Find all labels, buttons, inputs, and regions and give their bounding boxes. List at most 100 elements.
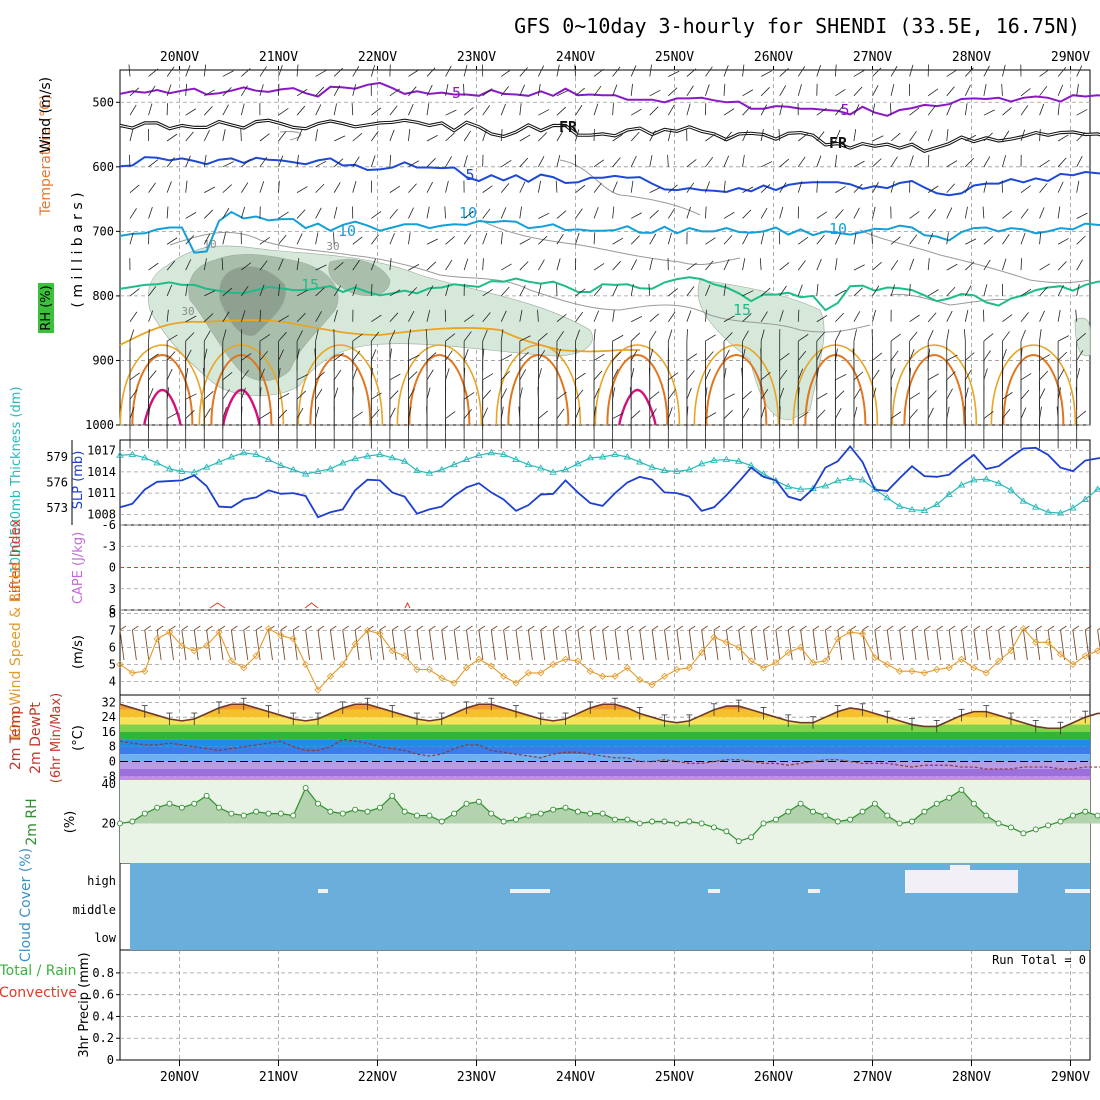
wind-barb <box>1076 235 1086 245</box>
rh-contour-4 <box>859 229 1091 284</box>
wind-barb <box>315 207 322 219</box>
wind-speed-point <box>747 657 755 665</box>
wind-barb <box>760 104 768 116</box>
surface-wind-barb <box>156 629 162 661</box>
wind-barb <box>723 131 733 142</box>
wind-barb <box>203 367 205 380</box>
wind-barb <box>240 128 242 142</box>
rh-point <box>129 818 136 825</box>
rh-point <box>488 810 495 817</box>
surface-wind-barb-flag <box>528 625 535 631</box>
wind-barb <box>983 236 994 245</box>
wind-barb <box>686 103 691 116</box>
wind-barb <box>593 103 599 116</box>
wind-barb <box>408 371 418 381</box>
rh-point <box>475 798 482 805</box>
wind-barb <box>779 406 781 419</box>
wind-barb <box>371 331 380 342</box>
wind-barb <box>1020 329 1026 342</box>
precip-tick-label: 0.4 <box>92 1009 114 1023</box>
wind-barb <box>389 373 401 381</box>
wind-barb <box>538 332 548 342</box>
date-label-bottom: 21NOV <box>259 1070 298 1085</box>
wind-barb <box>128 64 131 77</box>
wind-barb <box>760 232 765 245</box>
surface-wind-barb-flag <box>515 625 523 631</box>
wind-barb <box>463 392 475 400</box>
wind-barb <box>1057 181 1064 193</box>
wind-barb <box>296 330 303 342</box>
wind-barb <box>816 234 825 245</box>
warm-contour <box>594 344 681 426</box>
surface-wind-barb-flag <box>255 625 263 631</box>
wind-barb <box>463 155 468 167</box>
wind-barb <box>259 368 265 380</box>
surface-wind-barb-flag <box>194 625 201 631</box>
wind-barb <box>1020 129 1026 142</box>
surface-wind-barb-flag <box>837 625 844 631</box>
thickness-point <box>314 467 322 474</box>
wind-barb <box>909 130 917 142</box>
wind-barb <box>593 370 603 381</box>
wind-barb <box>1039 86 1048 97</box>
wind-barb <box>1002 210 1013 219</box>
wind-barb <box>389 105 398 116</box>
wind-barb <box>630 180 634 193</box>
wind-barb <box>315 264 327 271</box>
wind-barb <box>667 208 676 219</box>
thickness-point <box>351 454 359 462</box>
wind-speed-point <box>821 657 829 665</box>
wind-barb <box>408 388 415 400</box>
date-label-top: 29NOV <box>1051 50 1090 65</box>
surface-wind-barb <box>552 629 558 661</box>
date-label-bottom: 29NOV <box>1051 1070 1090 1085</box>
wind-barb <box>519 84 525 96</box>
wind-speed-point <box>1044 638 1052 646</box>
wind-speed-point <box>475 655 483 663</box>
wind-barb <box>426 352 437 361</box>
warm-contour <box>396 344 483 426</box>
wind-barb <box>370 349 377 361</box>
wind-barb <box>742 348 746 361</box>
wind-barb <box>983 83 987 96</box>
wind-barb <box>148 353 159 361</box>
surface-wind-barb <box>131 629 137 661</box>
wind-speed-point <box>933 665 941 674</box>
surface-wind-barb-flag <box>293 625 300 631</box>
wind-barb <box>1039 354 1051 361</box>
surface-wind-barb <box>874 629 880 661</box>
surface-wind-barb <box>255 629 261 661</box>
isotherm-fr-inner <box>119 119 1100 152</box>
wind-barb <box>575 232 580 245</box>
wind-barb <box>371 392 382 400</box>
wind-barb <box>835 129 841 142</box>
surface-wind-barb-flag <box>874 625 882 631</box>
surface-wind-barb-flag <box>676 625 684 631</box>
surface-wind-barb-flag <box>651 625 659 631</box>
li-tick-label: -3 <box>102 539 116 553</box>
rh-point <box>1008 824 1014 831</box>
wind-barb <box>296 89 308 97</box>
thickness-point <box>734 457 743 464</box>
thickness-point <box>871 485 879 492</box>
wind-speed-point <box>215 628 223 636</box>
rh-point <box>265 810 272 817</box>
surface-wind-barb <box>169 629 174 661</box>
wind-speed-point <box>203 642 211 650</box>
wind-barb <box>352 284 357 297</box>
wind-barb <box>983 284 988 297</box>
thickness-point <box>363 452 372 459</box>
date-label-bottom: 25NOV <box>655 1070 694 1085</box>
wind-barb <box>1076 180 1080 193</box>
surface-wind-barb <box>305 629 311 661</box>
rh-shade-5 <box>219 266 287 337</box>
surface-wind-barb <box>750 629 756 661</box>
surface-wind-barb-flag <box>1047 625 1055 631</box>
wind-barb <box>927 88 939 97</box>
wind-speed-point <box>772 659 780 667</box>
wind-barb <box>204 186 216 193</box>
pressure-tick-label: 500 <box>92 95 114 109</box>
wind-barb <box>1057 134 1069 142</box>
wind-barb <box>760 287 771 297</box>
wind-barb <box>723 155 730 167</box>
